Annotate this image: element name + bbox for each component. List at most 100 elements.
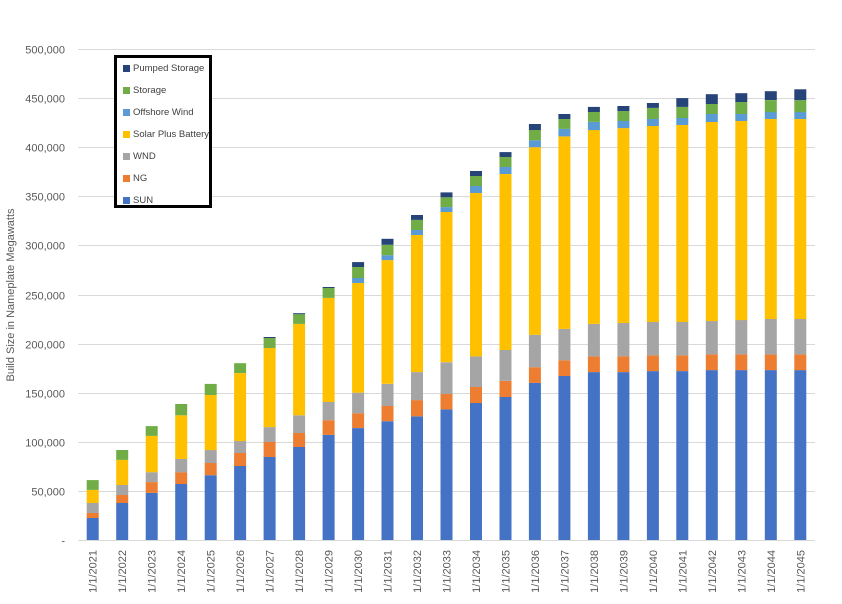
bar-segment-storage <box>587 112 600 122</box>
x-tick-label: 1/1/2024 <box>176 550 188 593</box>
legend-swatch <box>123 174 130 182</box>
bar-segment-ng <box>293 433 306 447</box>
bar-segment-sun <box>263 457 276 540</box>
bar-segment-ng <box>116 495 129 503</box>
bar-segment-sun <box>646 371 659 540</box>
bar-segment-ng <box>352 413 365 428</box>
legend-label: Solar Plus Battery <box>133 128 210 140</box>
bar-segment-offshore-wind <box>352 278 365 283</box>
bar-segment-pumped-storage <box>617 106 630 112</box>
bar-segment-wnd <box>617 323 630 357</box>
legend-item: SUN <box>123 193 153 207</box>
bar-segment-storage <box>735 102 748 114</box>
legend-item: Pumped Storage <box>123 61 204 75</box>
bar-segment-offshore-wind <box>528 140 541 148</box>
legend-item: Storage <box>123 83 166 97</box>
y-tick-label: 500,000 <box>25 45 65 57</box>
bar-segment-wnd <box>204 450 217 463</box>
y-tick-label: - <box>61 536 65 548</box>
bar-segment-ng <box>145 482 158 493</box>
bar-segment-sun <box>676 371 689 540</box>
bar-segment-wnd <box>470 356 482 387</box>
x-tick-label: 1/1/2045 <box>795 550 807 593</box>
bar-segment-sun <box>381 421 394 540</box>
x-tick-label: 1/1/2043 <box>736 550 748 593</box>
bar-segment-storage <box>145 426 158 436</box>
bar-segment-pumped-storage <box>322 287 335 288</box>
bar-segment-pumped-storage <box>293 313 306 315</box>
y-tick-label: 150,000 <box>25 389 65 401</box>
bar-segment-ng <box>175 472 188 484</box>
bar-segment-offshore-wind <box>764 112 777 119</box>
legend-swatch <box>123 86 130 94</box>
bar-segment-ng <box>528 367 541 383</box>
bar-segment-wnd <box>263 427 276 442</box>
bar-segment-ng <box>86 513 99 518</box>
bar-segment-solar-plus-battery <box>764 119 777 319</box>
bar-segment-wnd <box>175 459 188 473</box>
x-tick-label: 1/1/2030 <box>353 550 365 593</box>
bar-segment-offshore-wind <box>794 112 807 119</box>
bar-segment-sun <box>764 370 777 540</box>
bar-segment-sun <box>794 370 807 540</box>
bar-segment-solar-plus-battery <box>646 126 659 322</box>
y-tick-label: 200,000 <box>25 340 65 352</box>
bar-segment-storage <box>352 267 365 278</box>
bar-segment-ng <box>794 354 807 371</box>
bar-segment-storage <box>175 404 188 416</box>
bar-segment-solar-plus-battery <box>234 373 247 442</box>
bar-segment-ng <box>646 355 659 372</box>
bar-segment-ng <box>263 442 276 457</box>
x-tick-label: 1/1/2041 <box>677 550 689 593</box>
bar-segment-offshore-wind <box>735 114 748 121</box>
bar-segment-sun <box>587 372 600 540</box>
x-tick-label: 1/1/2035 <box>501 550 513 593</box>
bar-segment-sun <box>528 382 541 540</box>
bar-segment-wnd <box>116 485 129 495</box>
bar-segment-ng <box>234 453 247 466</box>
bar-segment-sun <box>705 370 718 540</box>
x-tick-label: 1/1/2032 <box>412 550 424 593</box>
x-tick-label: 1/1/2039 <box>618 550 630 593</box>
y-axis-label: Build Size in Nameplate Megawatts <box>5 208 17 382</box>
y-tick-label: 300,000 <box>25 241 65 253</box>
bar-segment-wnd <box>676 322 689 356</box>
bar-segment-solar-plus-battery <box>794 119 807 319</box>
bar-segment-sun <box>558 376 571 540</box>
x-tick-label: 1/1/2031 <box>383 550 395 593</box>
bar-segment-sun <box>352 428 365 540</box>
bar-segment-wnd <box>499 350 512 381</box>
bar-segment-wnd <box>558 328 571 361</box>
bar-segment-ng <box>381 406 394 422</box>
bar-segment-offshore-wind <box>705 114 718 122</box>
x-tick-label: 1/1/2028 <box>294 550 306 593</box>
bar-segment-storage <box>470 176 482 186</box>
bar-segment-sun <box>440 409 453 540</box>
bar-segment-offshore-wind <box>558 128 571 137</box>
bar-segment-ng <box>411 400 423 417</box>
bar-segment-solar-plus-battery <box>440 212 453 363</box>
x-tick-label: 1/1/2022 <box>117 550 129 593</box>
bar-segment-pumped-storage <box>676 98 689 107</box>
bar-segment-ng <box>440 394 453 410</box>
bar-segment-pumped-storage <box>352 262 365 267</box>
x-tick-label: 1/1/2038 <box>589 550 601 593</box>
legend-item: Offshore Wind <box>123 105 194 119</box>
x-tick-label: 1/1/2029 <box>324 550 336 593</box>
bar-segment-storage <box>617 111 630 121</box>
bar-segment-sun <box>116 503 129 540</box>
x-tick-label: 1/1/2033 <box>442 550 454 593</box>
bar-segment-storage <box>499 157 512 167</box>
bar-segment-pumped-storage <box>558 114 571 119</box>
bar-segment-wnd <box>440 362 453 394</box>
legend-swatch <box>123 64 130 72</box>
bar-segment-wnd <box>764 319 777 355</box>
x-tick-label: 1/1/2042 <box>707 550 719 593</box>
bar-segment-wnd <box>293 415 306 433</box>
bar-segment-sun <box>204 475 217 540</box>
bar-segment-pumped-storage <box>735 93 748 102</box>
y-tick-label: 400,000 <box>25 143 65 155</box>
bar-segment-sun <box>411 416 423 540</box>
bar-segment-solar-plus-battery <box>735 121 748 321</box>
bar-segment-storage <box>381 244 394 256</box>
